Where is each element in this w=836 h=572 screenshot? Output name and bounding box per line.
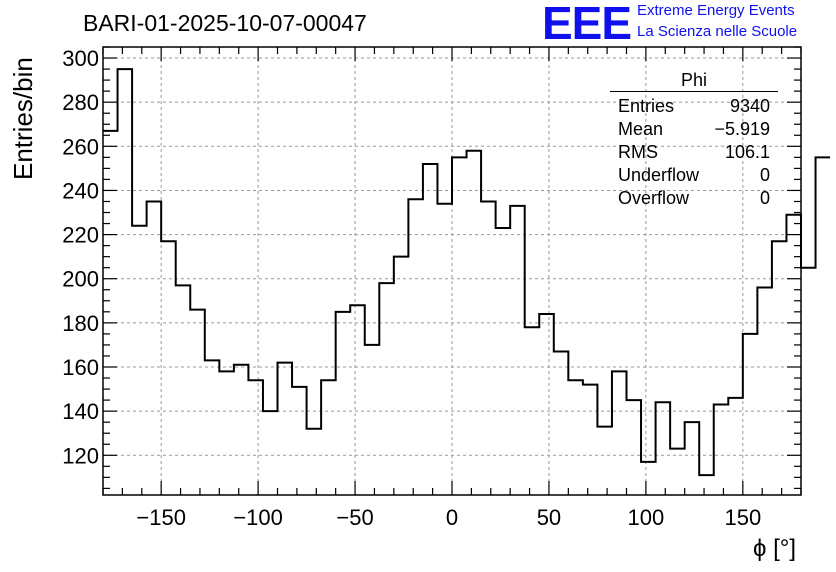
x-tick-label: 150	[724, 505, 761, 530]
stats-row-mean: Mean −5.919	[610, 118, 778, 141]
histogram-line	[103, 68, 831, 477]
stats-row-rms: RMS 106.1	[610, 141, 778, 164]
stats-title: Phi	[610, 70, 778, 92]
stats-label: Underflow	[618, 165, 700, 185]
y-axis-label: Entries/bin	[8, 57, 38, 180]
stats-row-underflow: Underflow 0	[610, 164, 778, 187]
chart-title: BARI-01-2025-10-07-00047	[83, 10, 367, 36]
x-tick-label: 0	[446, 505, 458, 530]
y-tick-label: 120	[62, 443, 99, 468]
x-axis-label: ϕ [°]	[753, 535, 797, 562]
stats-label: Entries	[618, 96, 675, 116]
stats-box: Phi Entries 9340 Mean −5.919 RMS 106.1 U…	[610, 70, 778, 210]
histogram-steps	[103, 68, 831, 477]
axis-tick-labels: −150 −100 −50 0 50 100 150 120 140 160 180 200 220 24…	[62, 46, 761, 530]
logo-tagline-2: La Scienza nelle Scuole	[637, 23, 798, 40]
x-tick-label: −50	[336, 505, 373, 530]
y-tick-label: 300	[62, 46, 99, 71]
x-tick-label: −100	[233, 505, 283, 530]
stats-value: 0	[759, 188, 770, 208]
stats-value: 106.1	[724, 142, 770, 162]
x-tick-label: 100	[628, 505, 665, 530]
y-tick-label: 260	[62, 134, 99, 159]
x-tick-label: −150	[136, 505, 186, 530]
stats-value: 9340	[729, 96, 770, 116]
logo-tagline-1: Extreme Energy Events	[637, 2, 795, 19]
eee-logo: EEE	[542, 0, 632, 49]
stats-label: RMS	[618, 142, 658, 162]
y-tick-label: 240	[62, 178, 99, 203]
y-tick-label: 160	[62, 355, 99, 380]
stats-label: Overflow	[618, 188, 690, 208]
stats-value: 0	[759, 165, 770, 185]
stats-value: −5.919	[714, 119, 770, 139]
y-tick-label: 140	[62, 399, 99, 424]
axis-ticks	[102, 46, 802, 495]
y-tick-label: 180	[62, 311, 99, 336]
stats-label: Mean	[618, 119, 664, 139]
y-tick-label: 200	[62, 267, 99, 292]
y-tick-label: 280	[62, 90, 99, 115]
y-tick-label: 220	[62, 223, 99, 248]
stats-row-entries: Entries 9340	[610, 95, 778, 118]
stats-row-overflow: Overflow 0	[610, 187, 778, 210]
x-tick-label: 50	[537, 505, 561, 530]
